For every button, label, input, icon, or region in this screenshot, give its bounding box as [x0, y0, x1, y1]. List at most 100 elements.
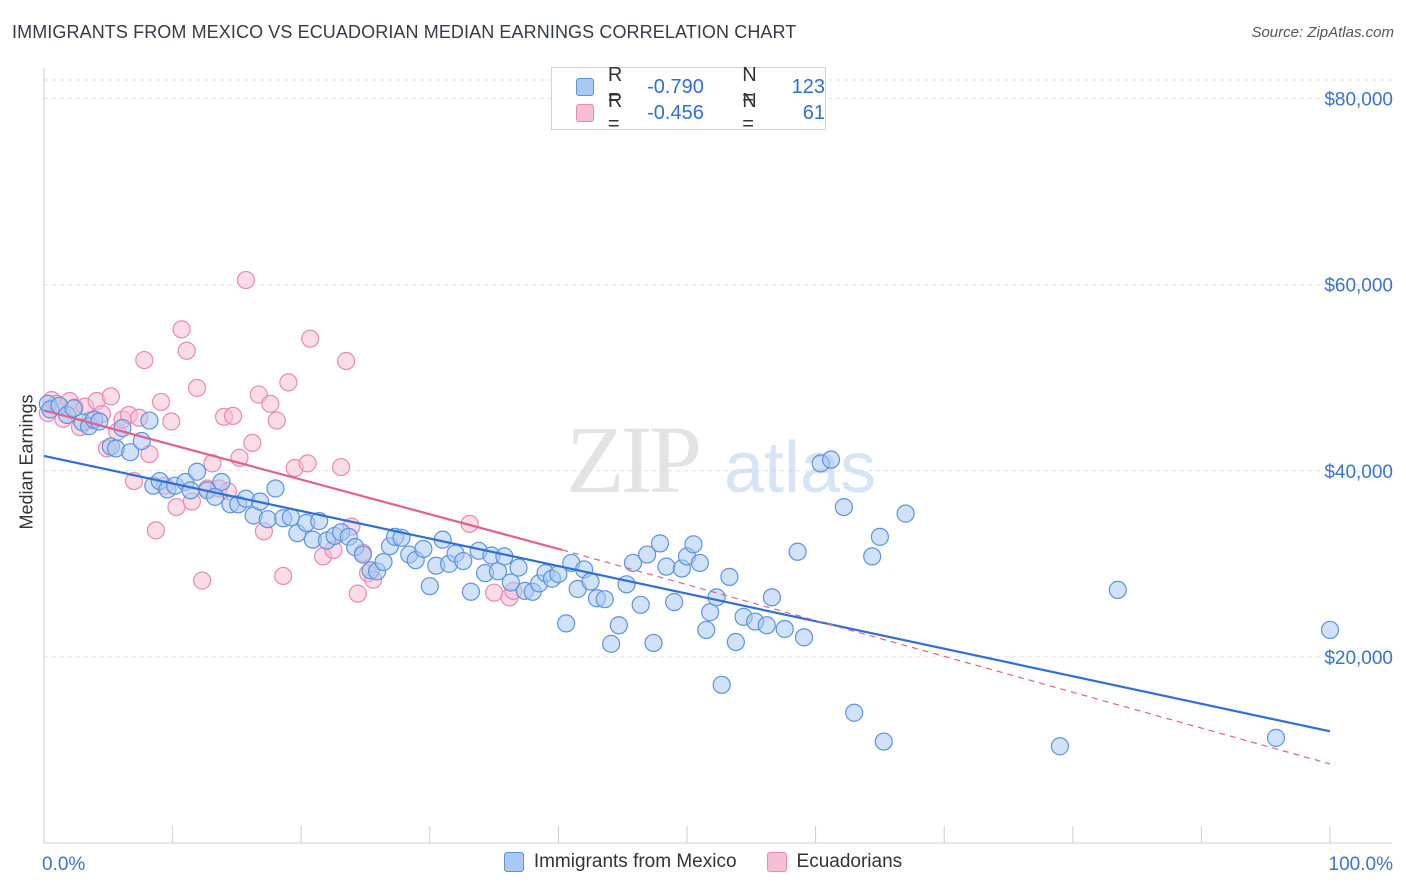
mexico-point [757, 616, 776, 635]
ecuadorians-trend-extension [562, 549, 1331, 765]
mexico-point [181, 481, 200, 500]
mexico-point [631, 595, 650, 614]
mexico-point [266, 479, 285, 498]
mexico-point [581, 572, 600, 591]
ecuadorians-point [279, 373, 298, 392]
mexico-point [623, 553, 643, 573]
mexico-point [657, 557, 676, 576]
mexico-point [420, 577, 439, 596]
mexico-point [1320, 620, 1340, 640]
tick-labels: $20,000 $40,000 $60,000 $80,000 0.0% 100.0% [42, 90, 1393, 875]
mexico-point [1266, 728, 1286, 747]
mexico-point [1050, 737, 1070, 756]
gridlines [44, 79, 1392, 658]
ecuadorians-point [167, 497, 186, 517]
mexico-point [609, 616, 628, 635]
ecuadorians-point [274, 566, 293, 586]
mexico-point [414, 539, 433, 559]
ecuadorians-point [177, 341, 196, 360]
y-tick-label: $60,000 [1324, 276, 1393, 297]
mexico-point [121, 443, 140, 462]
ecuadorians-point [187, 378, 207, 398]
legend-row-ecuadorians: R = -0.456 N = 61 [576, 90, 825, 135]
mexico-point [874, 732, 893, 751]
mexico-point [212, 472, 231, 492]
y-tick-label: $40,000 [1324, 462, 1393, 483]
legend-r-label: R = [607, 64, 623, 109]
legend-n-label: N = [742, 90, 757, 135]
mexico-point [353, 545, 373, 564]
mexico-point [644, 633, 663, 653]
legend-n-value: 123 [791, 75, 825, 98]
ecuadorians-point [151, 392, 171, 412]
mexico-point [870, 527, 890, 546]
ecuadorians-point [298, 454, 317, 473]
ecuadorians-point [146, 521, 165, 540]
mexico-point [140, 411, 159, 430]
mexico-point [665, 592, 684, 612]
correlation-legend: R = -0.790 N = 123 R = -0.456 N = 61 [551, 64, 826, 135]
mexico-point [374, 552, 393, 572]
watermark-zip: ZIP [566, 406, 699, 513]
mexico-point [650, 534, 670, 553]
mexico-point [712, 675, 731, 694]
mexico-point [834, 497, 853, 517]
ecuadorians-point [172, 320, 191, 339]
ecuadorians-point [162, 412, 181, 431]
mexico-point [602, 634, 621, 653]
mexico-point [775, 619, 794, 639]
ecuadorians-point [348, 584, 367, 603]
mexico-point [794, 628, 814, 647]
legend-label-ecuadorians: Ecuadorians [796, 851, 903, 872]
mexico-point [509, 558, 528, 577]
ecuadorians-point [236, 270, 256, 290]
mexico-point [788, 542, 807, 561]
watermark-atlas: atlas [724, 428, 876, 508]
y-tick-label: $20,000 [1324, 648, 1393, 669]
ecuadorians-point [337, 351, 356, 371]
ecuadorians-trend-line [43, 409, 563, 551]
legend-item-mexico: Immigrants from Mexico [503, 851, 737, 873]
chart-title: IMMIGRANTS FROM MEXICO VS ECUADORIAN MED… [12, 22, 797, 42]
mexico-point [821, 450, 841, 469]
legend-n-value: 61 [802, 101, 825, 124]
mexico-point [258, 510, 277, 529]
x-tick-label-min: 0.0% [42, 854, 85, 875]
mexico-trend-line [43, 454, 1331, 733]
mexico-point [454, 551, 473, 571]
mexico-point [1108, 580, 1127, 600]
legend-swatch-mexico [576, 78, 594, 96]
mexico-point [64, 399, 83, 418]
source-label: Source: ZipAtlas.com [1251, 24, 1394, 41]
legend-row-mexico: R = -0.790 N = 123 [576, 64, 825, 109]
mexico-point [461, 582, 481, 601]
mexico-point [281, 508, 301, 527]
mexico-point [638, 545, 657, 564]
x-tick-label-max: 100.0% [1329, 854, 1394, 875]
legend-item-ecuadorians: Ecuadorians [766, 851, 903, 873]
mexico-point [697, 620, 716, 640]
legend-r-label: R = [607, 90, 623, 135]
mexico-point [684, 535, 703, 554]
axes [43, 68, 1392, 844]
mexico-point [726, 632, 745, 652]
mexico-point [896, 504, 915, 523]
legend-n-label: N = [742, 64, 757, 109]
legend-r-value: -0.456 [647, 101, 704, 124]
mexico-point [690, 553, 709, 573]
ecuadorians-point [135, 350, 154, 370]
mexico-point [845, 703, 864, 722]
ecuadorians-point [261, 394, 280, 413]
mexico-point [863, 547, 882, 566]
ecuadorians-point [193, 571, 212, 590]
legend-swatch-mexico [503, 852, 524, 872]
trend-lines [43, 409, 1331, 765]
mexico-point [557, 614, 576, 633]
ecuadorians-point [301, 329, 320, 348]
ecuadorians-point [223, 406, 243, 426]
legend-r-value: -0.790 [647, 75, 704, 98]
y-tick-label: $80,000 [1324, 90, 1393, 111]
ecuadorians-point [267, 411, 286, 430]
legend-label-mexico: Immigrants from Mexico [533, 851, 737, 872]
